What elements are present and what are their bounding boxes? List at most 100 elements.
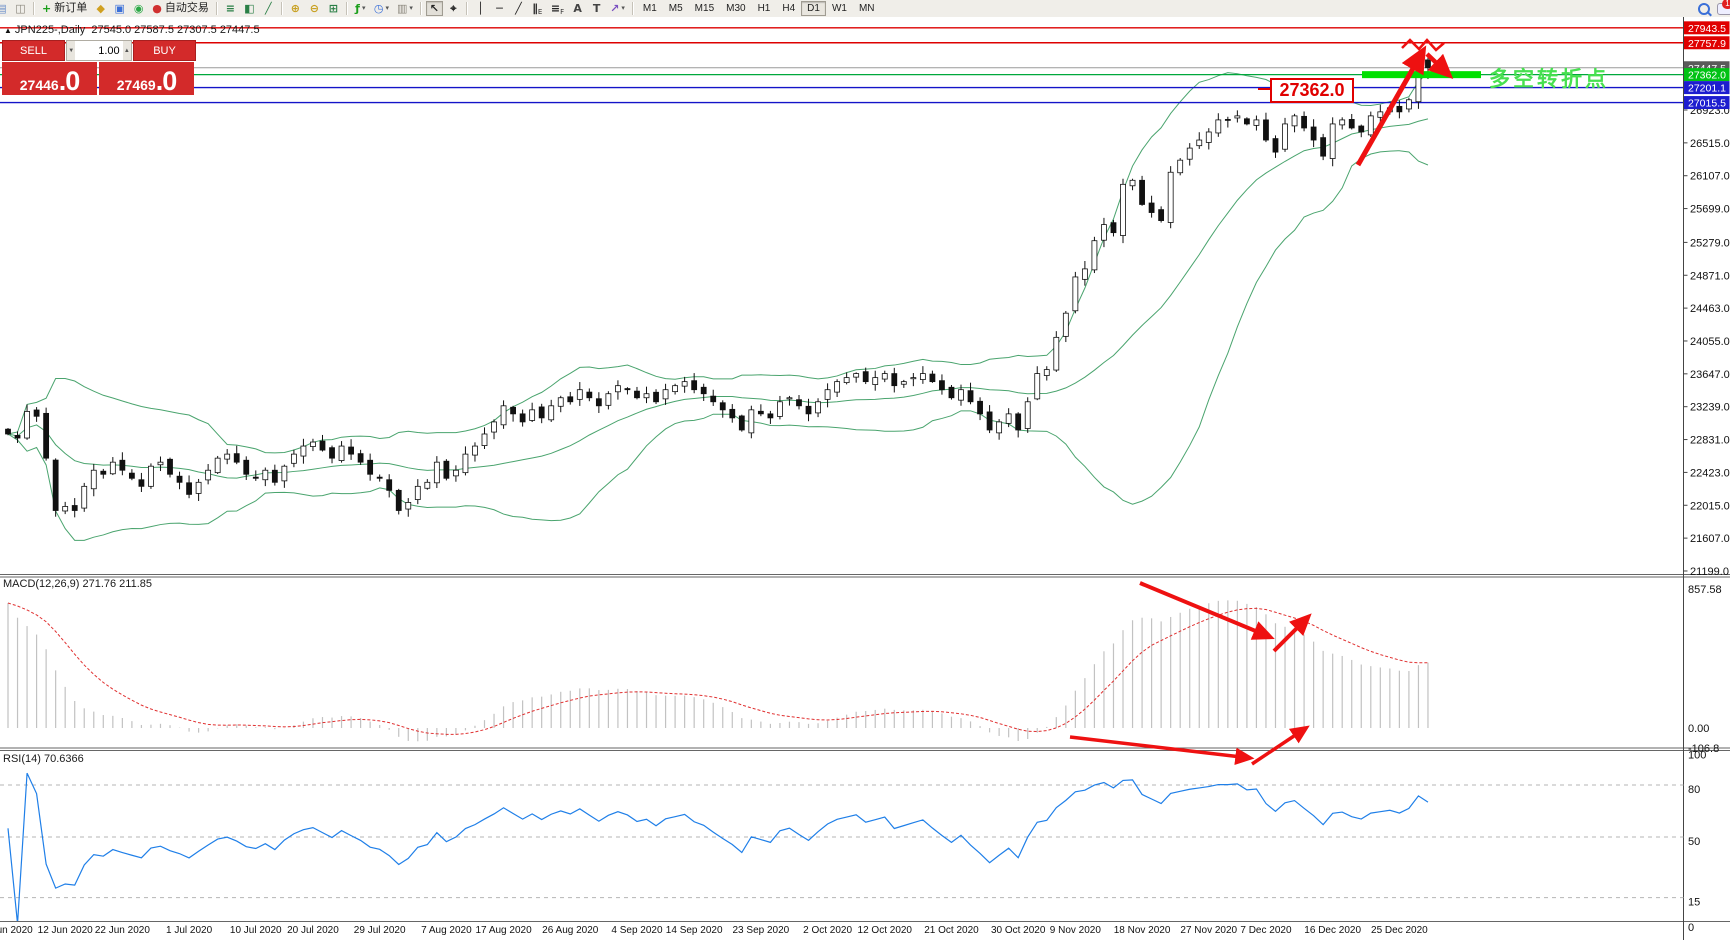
svg-text:27362.0: 27362.0	[1688, 70, 1726, 82]
zoom-out-icon[interactable]: ⊖	[306, 1, 323, 16]
search-icon[interactable]	[1690, 1, 1710, 16]
svg-text:10 Jul 2020: 10 Jul 2020	[230, 925, 282, 936]
svg-text:80: 80	[1688, 784, 1700, 796]
macd-indicator-label: MACD(12,26,9) 271.76 211.85	[3, 578, 152, 590]
timeframe-w1[interactable]: W1	[826, 1, 853, 16]
svg-text:22 Jun 2020: 22 Jun 2020	[95, 925, 150, 936]
line-chart-icon[interactable]: ╱	[260, 1, 277, 16]
main-up-arrow	[1355, 45, 1427, 167]
svg-text:21 Oct 2020: 21 Oct 2020	[924, 925, 979, 936]
pivot-note-text[interactable]: 多空转折点	[1489, 68, 1609, 91]
cursor-icon[interactable]: ↖	[425, 1, 443, 16]
svg-text:7 Aug 2020: 7 Aug 2020	[421, 925, 472, 936]
top-marker-squiggle	[1401, 38, 1445, 52]
toolbar: ▤ ◫ + 新订单 ◆ ▣ ◉ ● 自动交易 ≡ ◧ ╱ ⊕ ⊖ ⊞ ƒ ▾ ◷ ▾ ▥ ▾ ↖ ⌖ │ ─ ╱ ∥ E ≡ F A T ↗ ▾ …	[0, 0, 1730, 18]
svg-text:30 Oct 2020: 30 Oct 2020	[991, 925, 1046, 936]
svg-text:20 Jul 2020: 20 Jul 2020	[287, 925, 339, 936]
svg-text:1 Jul 2020: 1 Jul 2020	[166, 925, 213, 936]
zoom-in-icon[interactable]: ⊕	[287, 1, 304, 16]
timeframe-d1[interactable]: D1	[801, 1, 826, 16]
main-top-down-arrow	[1425, 52, 1454, 80]
new-order-button[interactable]: + 新订单	[39, 1, 90, 16]
svg-text:0.00: 0.00	[1688, 723, 1709, 735]
timeframe-toolbar: M1 M5 M15 M30 H1 H4 D1 W1 MN	[637, 1, 881, 16]
trendline-icon[interactable]: ╱	[510, 1, 527, 16]
timeframe-m5[interactable]: M5	[663, 1, 689, 16]
arrows-tool-dropdown[interactable]: ↗ ▾	[607, 1, 628, 16]
timeframe-mn[interactable]: MN	[853, 1, 881, 16]
vertical-line-icon: │	[477, 2, 484, 15]
bar-chart-icon[interactable]: ≡	[222, 1, 239, 16]
price-box-pointer	[1258, 88, 1270, 90]
svg-text:23239.0: 23239.0	[1690, 402, 1730, 414]
terminal-icon: ▣	[114, 2, 125, 15]
crosshair-icon[interactable]: ⌖	[445, 1, 462, 16]
timeframe-m15[interactable]: M15	[689, 1, 720, 16]
notification-badge: 1	[1722, 0, 1730, 9]
autotrading-button: ●	[152, 2, 162, 15]
svg-text:12 Oct 2020: 12 Oct 2020	[858, 925, 913, 936]
periods-dropdown[interactable]: ◷ ▾	[371, 1, 392, 16]
ohlc-values: 27545.0 27587.5 27307.5 27447.5	[91, 24, 260, 36]
signals-icon[interactable]: ◉	[130, 1, 147, 16]
svg-text:26107.0: 26107.0	[1690, 171, 1730, 183]
rsi-indicator-label: RSI(14) 70.6366	[3, 753, 84, 765]
timeframe-m30[interactable]: M30	[720, 1, 751, 16]
notifications-icon[interactable]: 1	[1710, 0, 1730, 16]
text-tool-icon[interactable]: A	[569, 1, 586, 16]
new-chart-icon[interactable]: ▤	[0, 1, 10, 16]
timeframe-m1[interactable]: M1	[637, 1, 663, 16]
svg-text:22423.0: 22423.0	[1690, 467, 1730, 479]
timeframe-h1[interactable]: H1	[752, 1, 777, 16]
svg-text:25699.0: 25699.0	[1690, 204, 1730, 216]
svg-text:23647.0: 23647.0	[1690, 369, 1730, 381]
svg-text:21199.0: 21199.0	[1690, 566, 1729, 578]
chart-profile-icon[interactable]: ◫	[12, 1, 29, 16]
text-label-icon: T	[592, 2, 601, 15]
indicators-list-dropdown[interactable]: ƒ ▾	[352, 1, 369, 16]
sell-price[interactable]: 27446.0	[2, 62, 97, 95]
buy-button[interactable]: BUY	[133, 40, 196, 61]
svg-text:12 Jun 2020: 12 Jun 2020	[38, 925, 93, 936]
horizontal-line-icon[interactable]: ─	[491, 1, 508, 16]
terminal-icon[interactable]: ▣	[111, 1, 128, 16]
rsi-up-arrow	[1251, 725, 1310, 766]
volume-input[interactable]	[75, 41, 123, 60]
metaeditor-icon[interactable]: ◆	[92, 1, 109, 16]
templates-dropdown[interactable]: ▥ ▾	[394, 1, 416, 16]
line-chart-icon: ╱	[265, 2, 272, 15]
svg-text:26515.0: 26515.0	[1690, 138, 1730, 150]
svg-text:50: 50	[1688, 836, 1700, 848]
volume-decrease-button[interactable]: ▼	[67, 41, 76, 60]
vertical-line-icon[interactable]: │	[472, 1, 489, 16]
macd-up-arrow	[1272, 613, 1312, 653]
text-tool-icon: A	[573, 2, 582, 15]
svg-text:26 Aug 2020: 26 Aug 2020	[542, 925, 599, 936]
one-click-collapse-icon[interactable]: ▲	[4, 26, 12, 35]
tile-windows-icon[interactable]: ⊞	[325, 1, 342, 16]
autotrading-button[interactable]: ● 自动交易	[149, 1, 212, 16]
text-label-icon[interactable]: T	[588, 1, 605, 16]
volume-increase-button[interactable]: ▲	[122, 41, 131, 60]
timeframe-h4[interactable]: H4	[776, 1, 801, 16]
one-click-trading-panel: SELL ▼ ▲ BUY 27446.0 27469.0	[2, 40, 196, 95]
new-chart-icon: ▤	[0, 2, 7, 15]
price-chart[interactable]: 26923.026515.026107.025699.025279.024871…	[0, 17, 1730, 940]
zoom-in-icon: ⊕	[290, 2, 300, 15]
price-annotation-box[interactable]: 27362.0	[1270, 78, 1354, 103]
svg-text:27757.9: 27757.9	[1688, 38, 1726, 50]
macd-down-trendline	[1139, 581, 1275, 640]
new-order-button: +	[42, 2, 52, 15]
sell-button[interactable]: SELL	[2, 40, 65, 61]
svg-text:9 Nov 2020: 9 Nov 2020	[1050, 925, 1102, 936]
bar-chart-icon: ≡	[225, 2, 235, 15]
equidistant-channel-icon[interactable]: ∥ E	[529, 1, 546, 16]
candlestick-chart-icon[interactable]: ◧	[241, 1, 258, 16]
svg-text:4 Jun 2020: 4 Jun 2020	[0, 925, 33, 936]
rsi-down-trendline	[1069, 735, 1255, 765]
fibonacci-icon[interactable]: ≡ F	[548, 1, 567, 16]
templates-dropdown: ▥	[396, 2, 408, 15]
chart-profile-icon: ◫	[15, 2, 26, 15]
buy-price[interactable]: 27469.0	[99, 62, 194, 95]
svg-text:100: 100	[1688, 749, 1706, 761]
